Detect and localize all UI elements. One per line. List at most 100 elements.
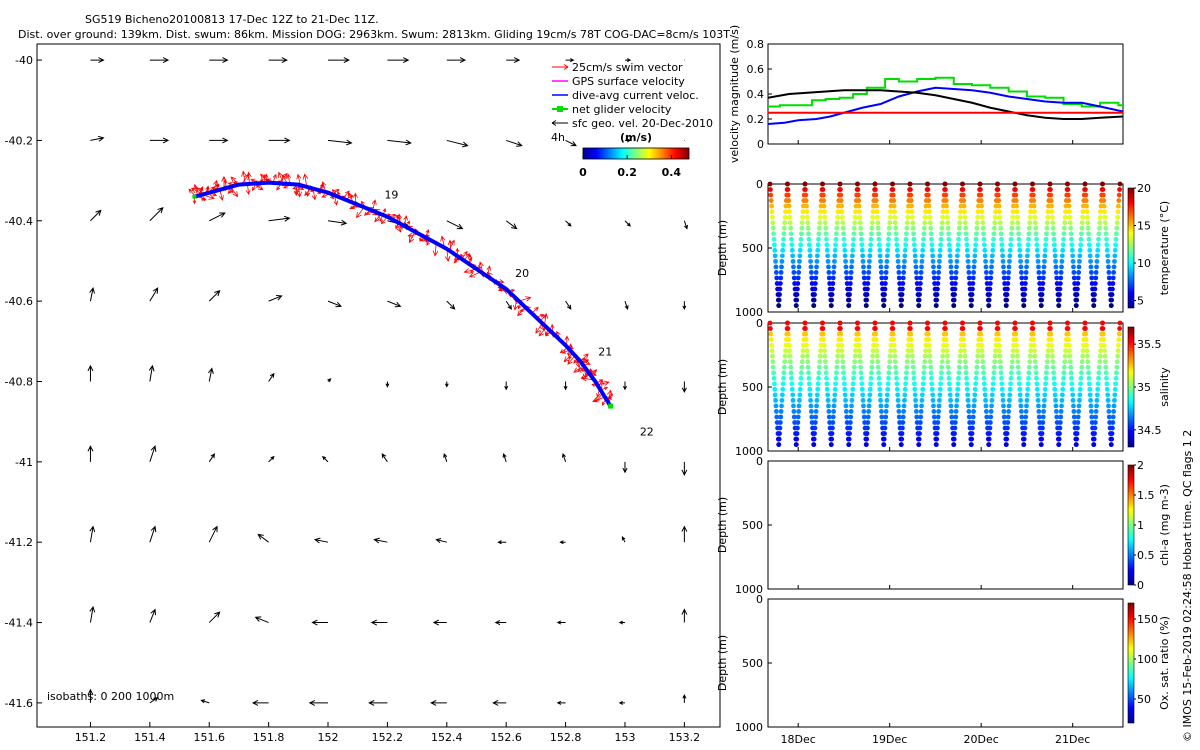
profile-point: [956, 225, 962, 231]
profile-point: [911, 236, 917, 242]
profile-point: [953, 275, 959, 281]
profile-point: [1024, 253, 1030, 259]
profile-point: [946, 370, 951, 376]
profile-point: [944, 342, 949, 348]
profile-point: [817, 220, 823, 226]
profile-point: [917, 281, 923, 286]
map-x-tick-label: 153.2: [669, 731, 701, 744]
profile-point: [995, 326, 1001, 331]
profile-point: [937, 253, 943, 259]
profile-point: [1112, 258, 1117, 264]
profile-point: [981, 236, 987, 242]
geo-vector: [327, 139, 353, 146]
figure-title: SG519 Bicheno20100813 17-Dec 12Z to 21-D…: [85, 13, 379, 26]
profile-point: [1110, 420, 1116, 425]
map-x-tick-label: 151.6: [193, 731, 225, 744]
profile-point: [850, 247, 856, 253]
profile-point: [878, 397, 883, 403]
profile-point: [832, 397, 837, 403]
profile-point: [1034, 236, 1039, 242]
depth-y-label: Depth (m): [716, 635, 729, 691]
profile-point: [1067, 353, 1073, 359]
profile-point: [838, 337, 844, 342]
profile-point: [1026, 375, 1031, 381]
profile-point: [997, 348, 1002, 354]
profile-point: [777, 292, 782, 297]
depth-y-label: Depth (m): [716, 359, 729, 415]
profile-point: [1061, 364, 1067, 370]
profile-point: [849, 392, 855, 398]
geo-vector: [565, 220, 572, 227]
profile-point: [909, 214, 915, 220]
profile-point: [981, 375, 987, 381]
geo-vector: [683, 220, 688, 230]
depth-colorbar-tick-label: 15: [1137, 220, 1151, 233]
profile-point: [921, 225, 927, 231]
profile-point: [902, 258, 907, 264]
profile-point: [917, 292, 922, 297]
profile-point: [928, 225, 934, 231]
profile-point: [856, 198, 862, 203]
profile-point: [931, 414, 937, 420]
profile-point: [981, 231, 986, 237]
profile-point: [926, 198, 932, 203]
geo-vector: [563, 381, 568, 391]
profile-point: [876, 381, 882, 387]
profile-point: [960, 181, 965, 187]
profile-point: [1001, 414, 1007, 420]
profile-point: [803, 198, 809, 203]
profile-point: [1056, 297, 1062, 303]
profile-point: [878, 264, 884, 270]
profile-point: [1008, 381, 1014, 387]
profile-point: [961, 342, 967, 348]
profile-point: [843, 409, 849, 414]
velocity-y-label: velocity magnitude (m/s): [728, 25, 741, 163]
profile-point: [1084, 209, 1090, 215]
profile-point: [1088, 403, 1094, 409]
profile-point: [1070, 397, 1076, 403]
profile-point: [901, 264, 907, 270]
profile-point: [989, 392, 995, 398]
depth-x-tick-label: 18Dec: [781, 733, 816, 746]
profile-point: [776, 436, 782, 442]
profile-point: [1059, 403, 1064, 409]
depth-colorbar-label: salinity: [1158, 367, 1171, 407]
depth-y-label: Depth (m): [716, 497, 729, 553]
profile-point: [979, 348, 985, 354]
depth-colorbar-tick-label: 34.5: [1137, 424, 1162, 437]
profile-point: [952, 420, 958, 425]
profile-point: [823, 364, 829, 370]
profile-point: [842, 253, 848, 259]
profile-point: [818, 348, 823, 354]
profile-point: [1111, 409, 1117, 414]
profile-point: [1068, 364, 1074, 370]
profile-point: [839, 353, 845, 359]
profile-point: [825, 397, 831, 403]
profile-point: [857, 209, 862, 215]
profile-point: [883, 270, 889, 275]
geo-vector: [149, 608, 157, 623]
profile-point: [938, 381, 944, 387]
profile-point: [1108, 442, 1114, 447]
profile-point: [870, 214, 876, 220]
profile-point: [960, 326, 966, 331]
profile-point: [829, 431, 835, 436]
profile-point: [1077, 258, 1082, 264]
profile-point: [787, 359, 793, 365]
profile-point: [1044, 220, 1050, 226]
profile-point: [868, 381, 874, 387]
profile-point: [980, 359, 986, 365]
profile-point: [1109, 297, 1115, 303]
profile-point: [841, 370, 846, 376]
profile-point: [947, 386, 953, 392]
profile-point: [1114, 220, 1120, 226]
profile-point: [1031, 342, 1037, 348]
profile-point: [1017, 392, 1023, 398]
profile-point: [998, 364, 1004, 370]
profile-point: [1071, 270, 1077, 275]
profile-point: [962, 359, 968, 365]
profile-point: [1007, 258, 1012, 264]
profile-point: [966, 270, 972, 275]
profile-point: [1095, 242, 1101, 248]
depth-axes-box: [767, 460, 1124, 590]
